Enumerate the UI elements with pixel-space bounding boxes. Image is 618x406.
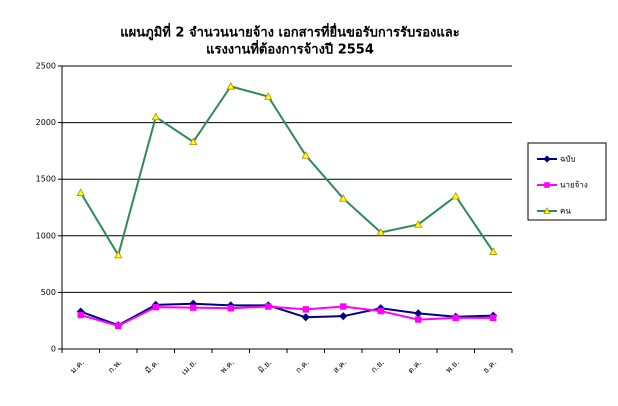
point	[543, 155, 551, 163]
x-tick-label: ธ.ค.	[481, 358, 498, 375]
point	[452, 314, 459, 322]
legend-box	[527, 142, 607, 221]
point	[76, 188, 85, 196]
x-tick-label: ก.ค.	[294, 358, 311, 375]
point	[415, 316, 422, 323]
point	[115, 322, 122, 329]
point	[489, 247, 498, 255]
point	[227, 305, 234, 312]
series-line	[79, 85, 495, 258]
y-tick-label: 1500	[36, 175, 56, 184]
y-tick-label: 0	[51, 345, 56, 354]
point	[265, 303, 272, 310]
point	[339, 194, 348, 202]
point	[414, 220, 423, 228]
point	[114, 250, 123, 259]
point	[152, 303, 159, 311]
y-tick-label: 2500	[36, 62, 56, 71]
point	[340, 303, 347, 310]
x-tick-label: เม.ย.	[179, 358, 198, 377]
x-tick-label: ม.ค.	[68, 358, 85, 375]
point	[301, 151, 310, 159]
x-tick-label: พ.ย.	[444, 358, 461, 375]
point	[302, 306, 309, 313]
point	[414, 309, 423, 318]
y-tick-label: 500	[41, 288, 56, 297]
chart-title: แรงงานที่ต้องการจ้างปี 2554	[206, 40, 374, 58]
series-line	[80, 302, 494, 327]
legend-label: ฉบับ	[560, 155, 576, 164]
y-tick-label: 1000	[36, 231, 56, 240]
point	[376, 228, 385, 236]
x-tick-label: มิ.ย.	[256, 358, 273, 375]
point	[451, 191, 460, 200]
point	[339, 312, 348, 321]
x-tick-label: ก.พ.	[106, 358, 123, 375]
x-tick-label: ก.ย.	[369, 358, 386, 375]
point	[377, 307, 384, 315]
point	[77, 311, 84, 319]
point	[544, 182, 550, 188]
point	[543, 207, 551, 214]
point	[189, 137, 198, 146]
x-tick-label: พ.ค.	[218, 358, 235, 375]
point	[151, 112, 160, 121]
legend-label: คน	[560, 207, 571, 216]
point	[301, 313, 310, 322]
series-line	[80, 305, 494, 327]
legend-label: นายจ้าง	[560, 181, 588, 190]
y-tick-label: 2000	[36, 118, 56, 127]
x-tick-label: ต.ค.	[406, 358, 423, 375]
point	[190, 304, 197, 311]
point	[264, 92, 273, 100]
point	[226, 82, 235, 90]
x-tick-label: ส.ค.	[331, 358, 348, 375]
point	[490, 314, 497, 322]
x-tick-label: มี.ค.	[143, 358, 160, 375]
chart-title: แผนภูมิที่ 2 จำนวนนายจ้าง เอกสารที่ยื่นข…	[120, 23, 459, 41]
